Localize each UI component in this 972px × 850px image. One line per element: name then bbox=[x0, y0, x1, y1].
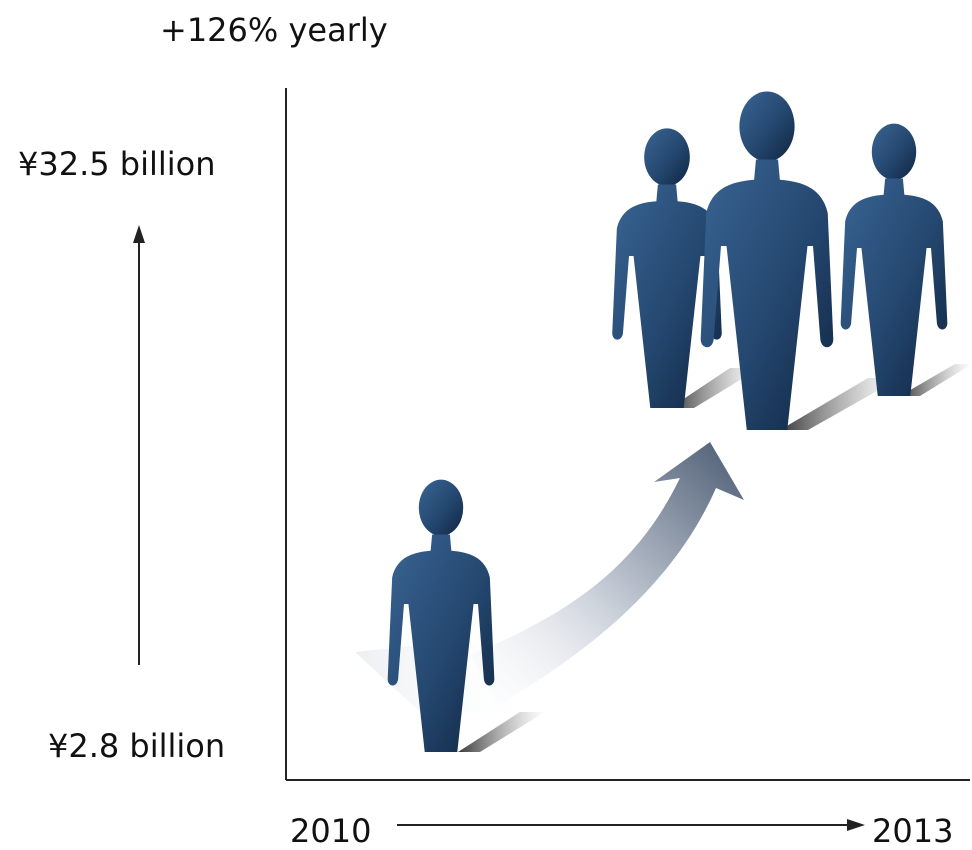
growth-rate-label: +126% yearly bbox=[160, 11, 388, 49]
person-icon-right bbox=[840, 123, 948, 396]
value-top-label: ¥32.5 billion bbox=[18, 145, 216, 183]
year-start-label: 2010 bbox=[290, 812, 372, 850]
value-bottom-label: ¥2.8 billion bbox=[48, 727, 226, 765]
year-end-label: 2013 bbox=[872, 812, 954, 850]
time-arrowhead-icon bbox=[847, 819, 865, 831]
person-shadow bbox=[458, 712, 545, 752]
person-shadow bbox=[670, 368, 760, 408]
value-arrowhead-icon bbox=[133, 225, 145, 243]
person-shadow bbox=[780, 378, 900, 430]
person-shadow bbox=[900, 364, 972, 396]
growth-arrow bbox=[470, 442, 744, 705]
